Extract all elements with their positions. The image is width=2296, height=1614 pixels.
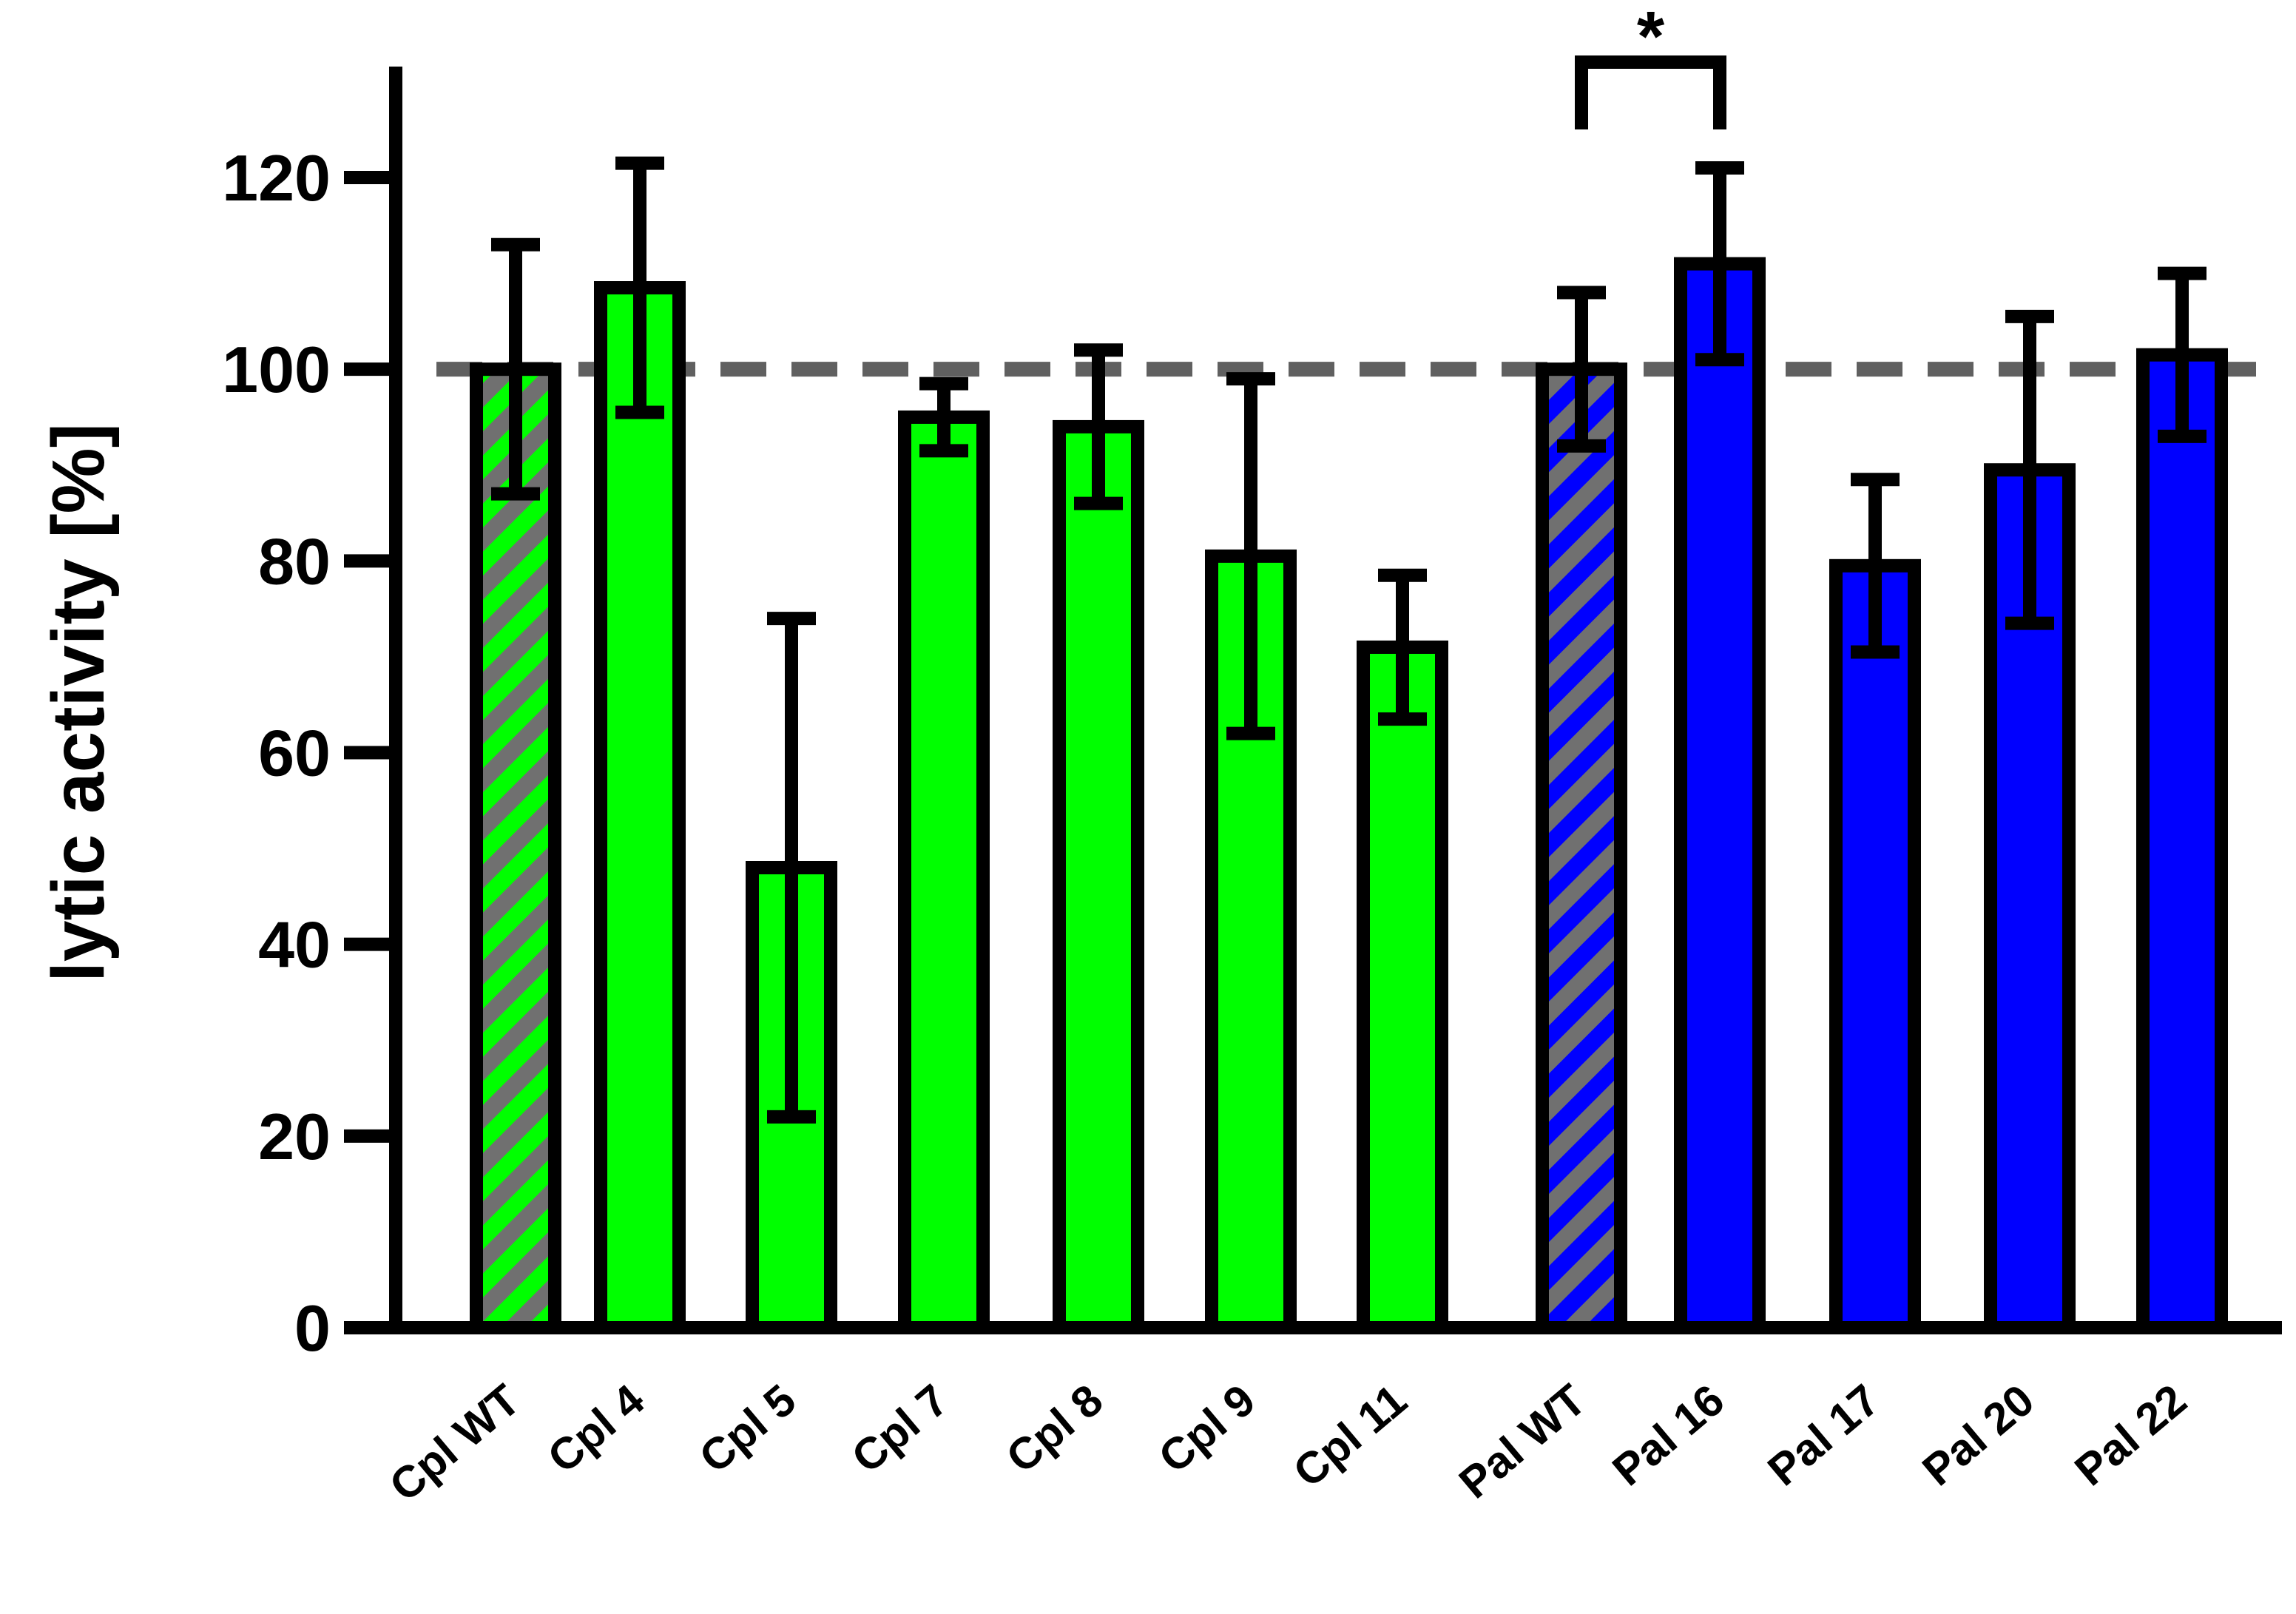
y-tick-label: 80 (258, 524, 331, 598)
x-tick-label: Cpl 4 (538, 1374, 654, 1482)
bar-pal-22 (2136, 348, 2228, 1335)
bar-cpl-wt (470, 362, 561, 1335)
significance-star: * (1637, 0, 1665, 76)
y-axis-title: lytic activity [%] (37, 423, 120, 982)
x-tick-label: Pal 20 (1913, 1375, 2043, 1496)
bar-pal-wt (1536, 362, 1627, 1335)
significance-bracket (1575, 55, 1726, 129)
x-tick-label: Cpl 9 (1149, 1375, 1264, 1483)
bar-pal-16 (1674, 257, 1766, 1334)
bar-cpl-7 (898, 410, 990, 1334)
x-tick-label: Pal 17 (1758, 1375, 1888, 1496)
x-tick-label: Pal 22 (2065, 1375, 2195, 1496)
y-tick-label: 120 (222, 141, 331, 215)
x-tick-label: Cpl 8 (997, 1375, 1112, 1483)
x-tick-label: Cpl 5 (690, 1375, 805, 1483)
y-tick-label: 0 (294, 1291, 331, 1365)
x-tick-label: Pal WT (1450, 1375, 1595, 1508)
x-tick-label: Cpl 7 (843, 1375, 957, 1483)
y-tick-label: 20 (258, 1100, 331, 1173)
bar-cpl-8 (1053, 419, 1144, 1335)
bar-cpl-4 (594, 281, 686, 1334)
y-tick-label: 60 (258, 717, 331, 790)
x-tick-label: Cpl WT (380, 1375, 529, 1511)
y-tick-label: 40 (258, 908, 331, 982)
x-tick-label: Cpl 11 (1284, 1375, 1416, 1497)
x-tick-label: Pal 16 (1603, 1375, 1733, 1496)
bar-cpl-11 (1357, 640, 1448, 1334)
y-tick-label: 100 (222, 333, 331, 406)
bar-pal-17 (1829, 558, 1921, 1334)
